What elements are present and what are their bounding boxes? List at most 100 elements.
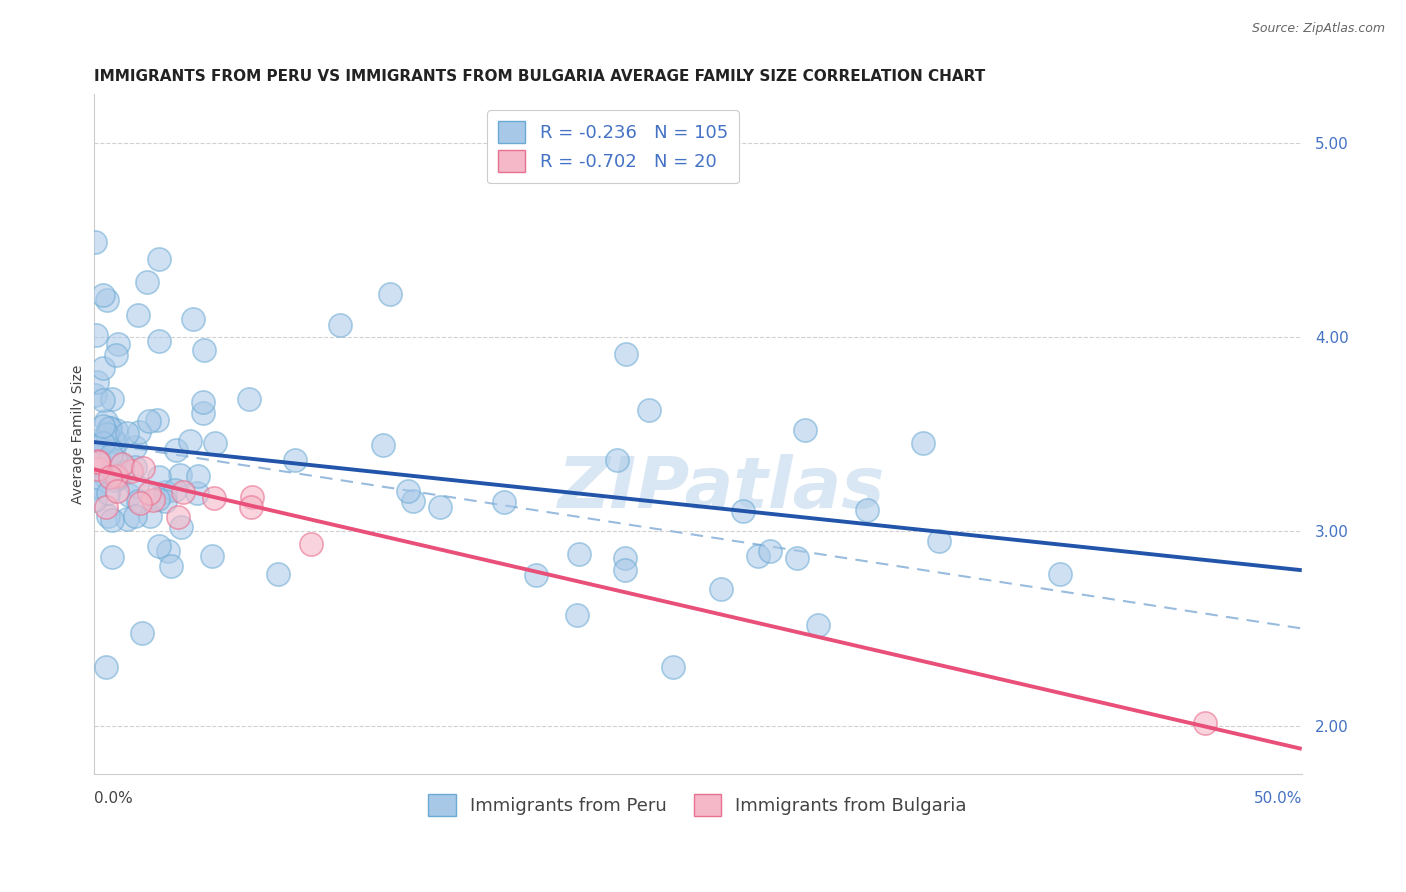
Point [429, 500, 451, 515]
Point [139, 509, 162, 524]
Point [299, 537, 322, 551]
Point [731, 504, 754, 518]
Point [568, 547, 591, 561]
Point [103, 473, 125, 487]
Point [165, 442, 187, 457]
Point [97, 509, 120, 524]
Point [84, 235, 107, 249]
Point [524, 568, 547, 582]
Point [128, 425, 150, 440]
Text: 0.0%: 0.0% [94, 791, 132, 806]
Text: Source: ZipAtlas.com: Source: ZipAtlas.com [1251, 22, 1385, 36]
Point [98, 469, 121, 483]
Point [136, 275, 159, 289]
Point [614, 550, 637, 565]
Point [148, 334, 170, 348]
Point [94, 500, 117, 514]
Point [87, 450, 110, 464]
Point [104, 423, 127, 437]
Point [747, 549, 769, 563]
Point [138, 485, 160, 500]
Point [239, 500, 262, 515]
Point [91, 436, 114, 450]
Point [494, 495, 516, 509]
Point [172, 485, 194, 500]
Point [98, 421, 121, 435]
Point [179, 434, 201, 448]
Point [1194, 715, 1216, 730]
Point [181, 312, 204, 326]
Point [87, 462, 110, 476]
Point [105, 469, 128, 483]
Point [94, 470, 117, 484]
Point [371, 437, 394, 451]
Point [127, 493, 149, 508]
Point [1049, 566, 1071, 581]
Point [191, 406, 214, 420]
Point [96, 426, 118, 441]
Point [202, 491, 225, 506]
Point [112, 465, 135, 479]
Point [155, 494, 177, 508]
Point [111, 458, 134, 472]
Point [329, 318, 352, 333]
Point [93, 393, 115, 408]
Text: 50.0%: 50.0% [1253, 791, 1302, 806]
Point [156, 544, 179, 558]
Point [759, 544, 782, 558]
Point [86, 479, 108, 493]
Point [96, 486, 118, 500]
Point [267, 566, 290, 581]
Point [120, 464, 142, 478]
Point [709, 582, 731, 596]
Point [638, 403, 661, 417]
Legend: Immigrants from Peru, Immigrants from Bulgaria: Immigrants from Peru, Immigrants from Bu… [422, 787, 974, 823]
Point [104, 452, 127, 467]
Point [87, 454, 110, 468]
Point [856, 502, 879, 516]
Point [131, 626, 153, 640]
Point [115, 512, 138, 526]
Point [191, 394, 214, 409]
Point [807, 618, 830, 632]
Point [118, 488, 141, 502]
Point [193, 343, 215, 358]
Point [84, 493, 107, 508]
Point [107, 471, 129, 485]
Point [104, 434, 127, 449]
Point [146, 413, 169, 427]
Text: ZIPatlas: ZIPatlas [558, 454, 886, 523]
Point [794, 423, 817, 437]
Point [928, 533, 950, 548]
Point [160, 559, 183, 574]
Point [138, 414, 160, 428]
Point [132, 461, 155, 475]
Point [94, 414, 117, 428]
Text: IMMIGRANTS FROM PERU VS IMMIGRANTS FROM BULGARIA AVERAGE FAMILY SIZE CORRELATION: IMMIGRANTS FROM PERU VS IMMIGRANTS FROM … [94, 69, 984, 84]
Point [124, 459, 146, 474]
Point [100, 448, 122, 462]
Point [169, 467, 191, 482]
Point [104, 348, 127, 362]
Point [101, 513, 124, 527]
Point [148, 252, 170, 266]
Point [401, 494, 423, 508]
Point [127, 308, 149, 322]
Point [380, 287, 402, 301]
Point [124, 508, 146, 523]
Point [146, 491, 169, 506]
Point [127, 479, 149, 493]
Point [606, 453, 628, 467]
Point [83, 434, 105, 449]
Point [240, 490, 263, 504]
Point [238, 392, 260, 407]
Point [662, 660, 685, 674]
Y-axis label: Average Family Size: Average Family Size [72, 365, 86, 504]
Point [148, 470, 170, 484]
Point [101, 392, 124, 406]
Point [163, 483, 186, 497]
Point [187, 468, 209, 483]
Point [96, 293, 118, 307]
Point [91, 288, 114, 302]
Point [105, 483, 128, 498]
